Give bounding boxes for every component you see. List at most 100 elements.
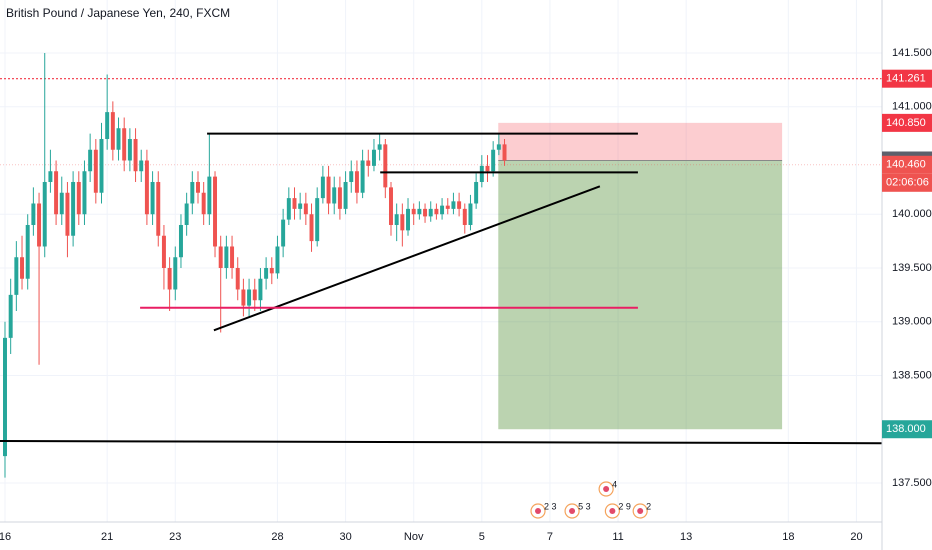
candle-body — [207, 176, 212, 215]
candle-body — [457, 201, 462, 209]
candle-body — [462, 208, 467, 225]
event-dot — [535, 508, 542, 514]
candle-body — [496, 144, 501, 150]
x-tick-label: 18 — [782, 531, 794, 543]
candle-body — [360, 160, 365, 193]
candle-body — [337, 187, 342, 209]
candle-body — [37, 203, 42, 247]
candle-body — [377, 144, 382, 150]
candle-body — [190, 181, 195, 204]
candle-body — [110, 112, 115, 150]
candle-body — [127, 138, 132, 161]
candle-body — [25, 224, 30, 279]
candle-body — [343, 181, 348, 209]
candle-body — [428, 208, 433, 217]
candle-body — [281, 219, 286, 247]
trend-line — [0, 440, 883, 445]
x-tick-label: 28 — [271, 531, 283, 543]
candle-body — [65, 192, 70, 236]
x-tick-label: Nov — [404, 531, 424, 543]
candle-body — [371, 149, 376, 166]
price-label: 140.460 — [886, 159, 926, 171]
candle-body — [3, 337, 7, 457]
event-dot — [603, 486, 610, 492]
candle-body — [54, 171, 59, 215]
candle-body — [133, 138, 138, 172]
candle-body — [213, 176, 218, 247]
candle-body — [275, 246, 280, 274]
candle-body — [156, 181, 161, 236]
candle-body — [14, 257, 19, 295]
candle-body — [269, 267, 274, 274]
candle-body — [241, 289, 246, 306]
candle-body — [502, 144, 507, 161]
candle-body — [93, 149, 98, 193]
candle-body — [303, 203, 308, 215]
candle-body — [235, 267, 240, 290]
candle-body — [144, 160, 149, 215]
candle-body — [252, 289, 257, 301]
event-label: 2 9 — [618, 501, 631, 511]
candle-body — [247, 289, 252, 306]
candle-body — [491, 149, 496, 172]
plot: 2 3 5 3 4 2 9 2 — [0, 52, 883, 519]
candle-body — [474, 181, 479, 204]
price-label-bg — [882, 420, 932, 439]
y-tick-label: 141.000 — [892, 101, 932, 113]
candle-body — [451, 201, 456, 209]
candle-body — [173, 257, 178, 290]
candle-body — [411, 208, 416, 215]
candle-body — [184, 203, 189, 225]
stop-zone — [498, 122, 783, 161]
candle-body — [258, 278, 263, 301]
candle-body — [218, 246, 223, 268]
candle-body — [59, 192, 64, 215]
candle-body — [349, 171, 354, 182]
candle-body — [383, 144, 388, 188]
candle-body — [224, 246, 229, 268]
candle-body — [354, 171, 359, 193]
candle-body — [394, 214, 399, 225]
candle-body — [286, 198, 291, 220]
candle-body — [42, 181, 47, 247]
candle-body — [366, 160, 371, 166]
event-dot — [569, 508, 576, 514]
candle-body — [264, 267, 269, 279]
trend-line — [213, 185, 601, 332]
price-label: 141.261 — [886, 73, 926, 85]
countdown: 02:06:06 — [886, 177, 929, 189]
x-tick-label: 11 — [612, 531, 623, 543]
y-tick-label: 138.500 — [892, 369, 932, 381]
candle-body — [309, 214, 314, 242]
candle-body — [20, 257, 25, 279]
grid — [0, 0, 882, 522]
candle-body — [417, 208, 422, 215]
x-tick-label: 23 — [169, 531, 181, 543]
candle-body — [88, 149, 93, 172]
candle-body — [116, 128, 121, 150]
candle-body — [298, 203, 303, 209]
x-tick-label: 21 — [101, 531, 113, 543]
price-label: 138.000 — [886, 423, 926, 435]
candle-body — [139, 160, 144, 172]
candle-body — [230, 246, 235, 268]
x-tick-label: 16 — [0, 531, 11, 543]
candle-body — [99, 138, 104, 193]
candle-body — [423, 208, 428, 217]
x-tick-label: 7 — [547, 531, 553, 543]
candle-body — [161, 235, 166, 268]
x-tick-label: 5 — [479, 531, 485, 543]
candle-body — [167, 267, 172, 290]
y-tick-label: 139.500 — [892, 262, 932, 274]
candle-body — [320, 176, 325, 199]
candle-body — [8, 294, 13, 338]
event-label: 4 — [612, 479, 617, 489]
price-label-bg — [882, 69, 932, 88]
y-tick-label: 139.000 — [892, 316, 932, 328]
chart-title: British Pound / Japanese Yen, 240, FXCM — [6, 6, 230, 20]
price-label-bg — [882, 155, 932, 174]
candle-body — [122, 128, 127, 161]
candle-body — [326, 176, 331, 204]
candle-body — [406, 208, 411, 231]
candle-body — [71, 181, 76, 236]
